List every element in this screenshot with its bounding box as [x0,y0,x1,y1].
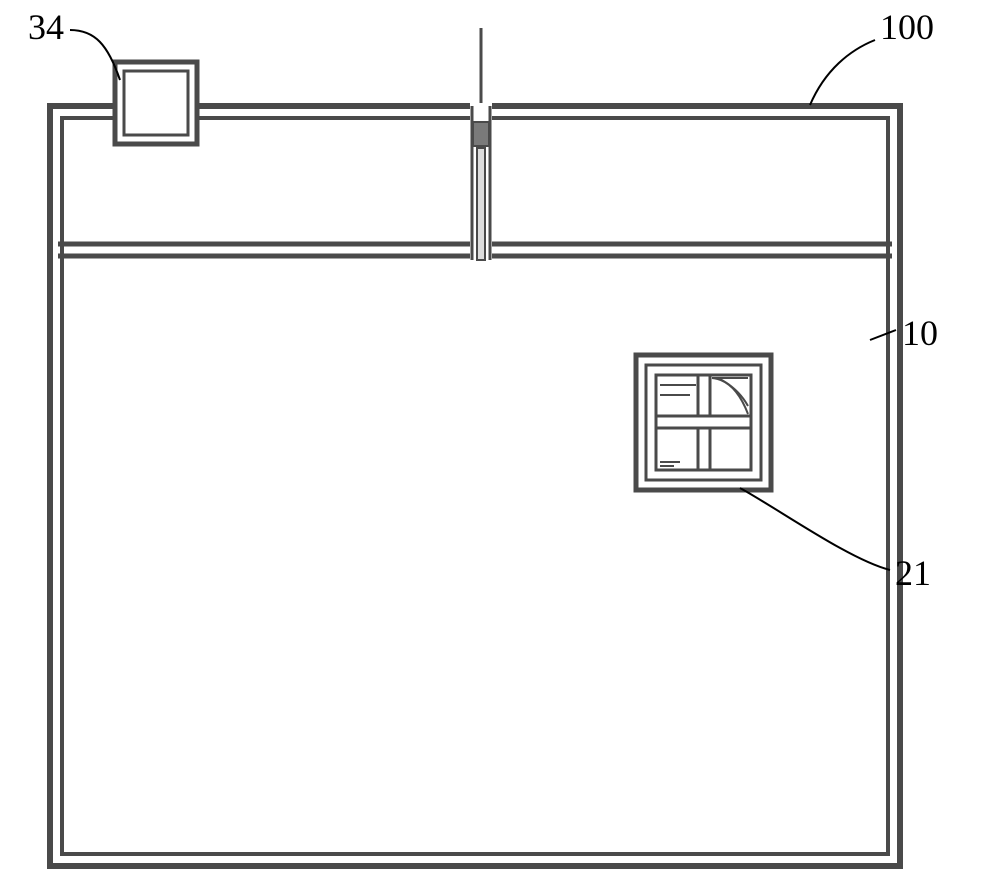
diagram-container: 34 100 10 21 [0,0,1000,890]
window-21 [636,355,771,490]
diagram-svg [0,0,1000,890]
label-21: 21 [895,552,931,594]
leader-100 [810,40,875,105]
small-box-34 [115,62,197,144]
leader-10 [870,330,896,340]
center-slot [470,28,492,263]
label-10: 10 [902,312,938,354]
label-100: 100 [880,6,934,48]
leader-21 [740,488,890,570]
label-34: 34 [28,6,64,48]
